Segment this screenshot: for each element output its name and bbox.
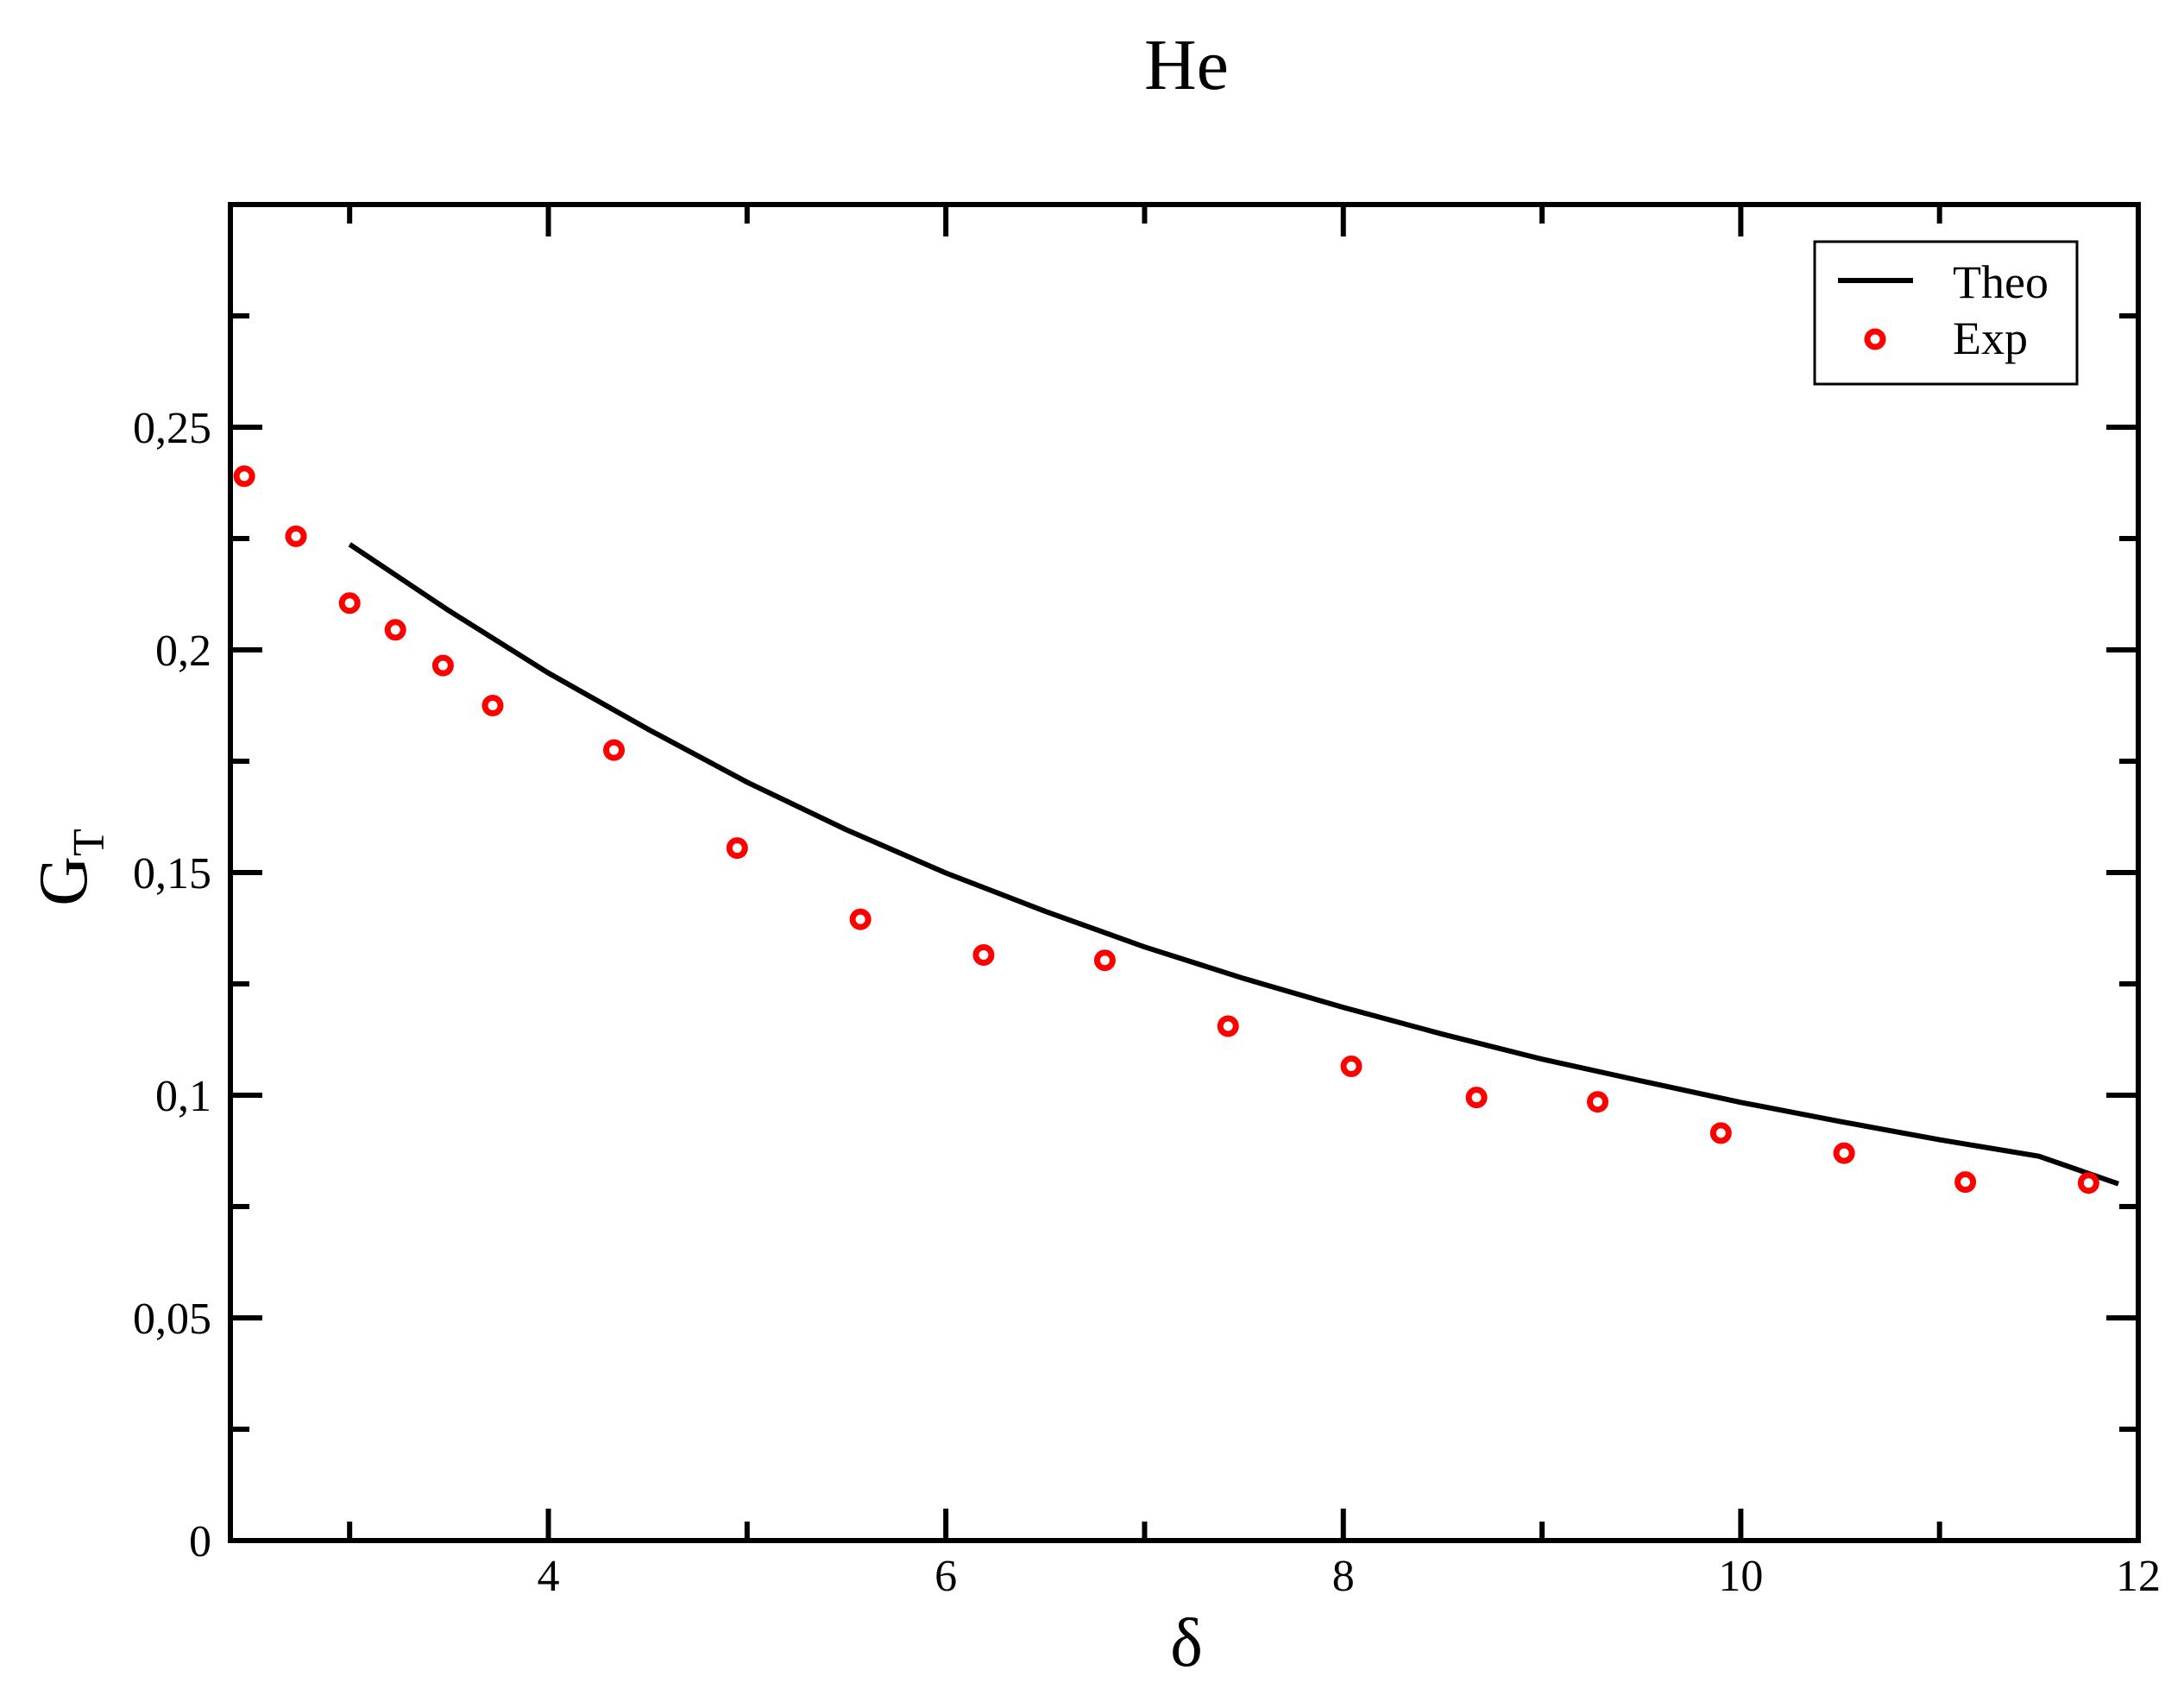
tick-labels: 4 6 8 10 12 0 0,05 0,1 0,15 0,2 0,25 <box>133 404 2161 1601</box>
legend-exp-marker <box>1864 328 1886 350</box>
x-tick-label: 4 <box>538 1552 560 1601</box>
axis-ticks <box>230 205 2141 1543</box>
y-axis-label-sub: T <box>65 829 114 856</box>
exp-data-point <box>431 654 454 677</box>
y-tick-label: 0,25 <box>133 404 211 453</box>
x-tick-label: 6 <box>935 1552 957 1601</box>
legend: Theo Exp <box>1813 240 2079 386</box>
y-tick-label: 0 <box>189 1517 211 1566</box>
exp-data-point <box>384 619 406 641</box>
y-tick-label: 0,05 <box>133 1295 211 1344</box>
exp-data-point <box>1093 949 1116 972</box>
exp-data-point <box>1954 1171 1977 1194</box>
theo-series-line <box>348 542 2119 1187</box>
chart-title: He <box>1144 25 1229 105</box>
legend-exp-label: Exp <box>1953 312 2028 364</box>
y-tick-label: 0,2 <box>155 627 211 676</box>
x-axis-label: δ <box>1170 1605 1203 1681</box>
exp-data-point <box>849 908 872 930</box>
exp-data-point <box>972 944 995 966</box>
exp-data-point <box>1217 1015 1239 1037</box>
svg-text:GT: GT <box>26 829 114 906</box>
exp-data-point <box>1833 1142 1855 1164</box>
exp-data-point <box>726 837 748 860</box>
exp-data-point <box>603 739 625 761</box>
exp-data-point <box>1465 1087 1488 1109</box>
y-tick-label: 0,1 <box>155 1072 211 1121</box>
exp-data-point <box>1709 1122 1732 1144</box>
x-tick-label: 10 <box>1718 1552 1763 1601</box>
exp-series-markers <box>233 465 2099 1194</box>
exp-data-point <box>338 592 361 614</box>
exp-data-point <box>1587 1091 1608 1113</box>
exp-data-point <box>1340 1056 1363 1077</box>
legend-theo-label: Theo <box>1953 256 2049 308</box>
y-tick-label: 0,15 <box>133 849 211 898</box>
y-axis-label: GT <box>26 829 114 906</box>
exp-data-point <box>2077 1172 2099 1194</box>
exp-data-point <box>285 525 307 547</box>
x-tick-label: 8 <box>1332 1552 1355 1601</box>
legend-box <box>1813 240 2079 386</box>
plot-frame <box>228 202 2141 1543</box>
exp-data-point <box>481 695 504 716</box>
y-axis-label-main: G <box>26 856 102 906</box>
x-tick-label: 12 <box>2116 1552 2161 1601</box>
exp-data-point <box>233 465 255 488</box>
